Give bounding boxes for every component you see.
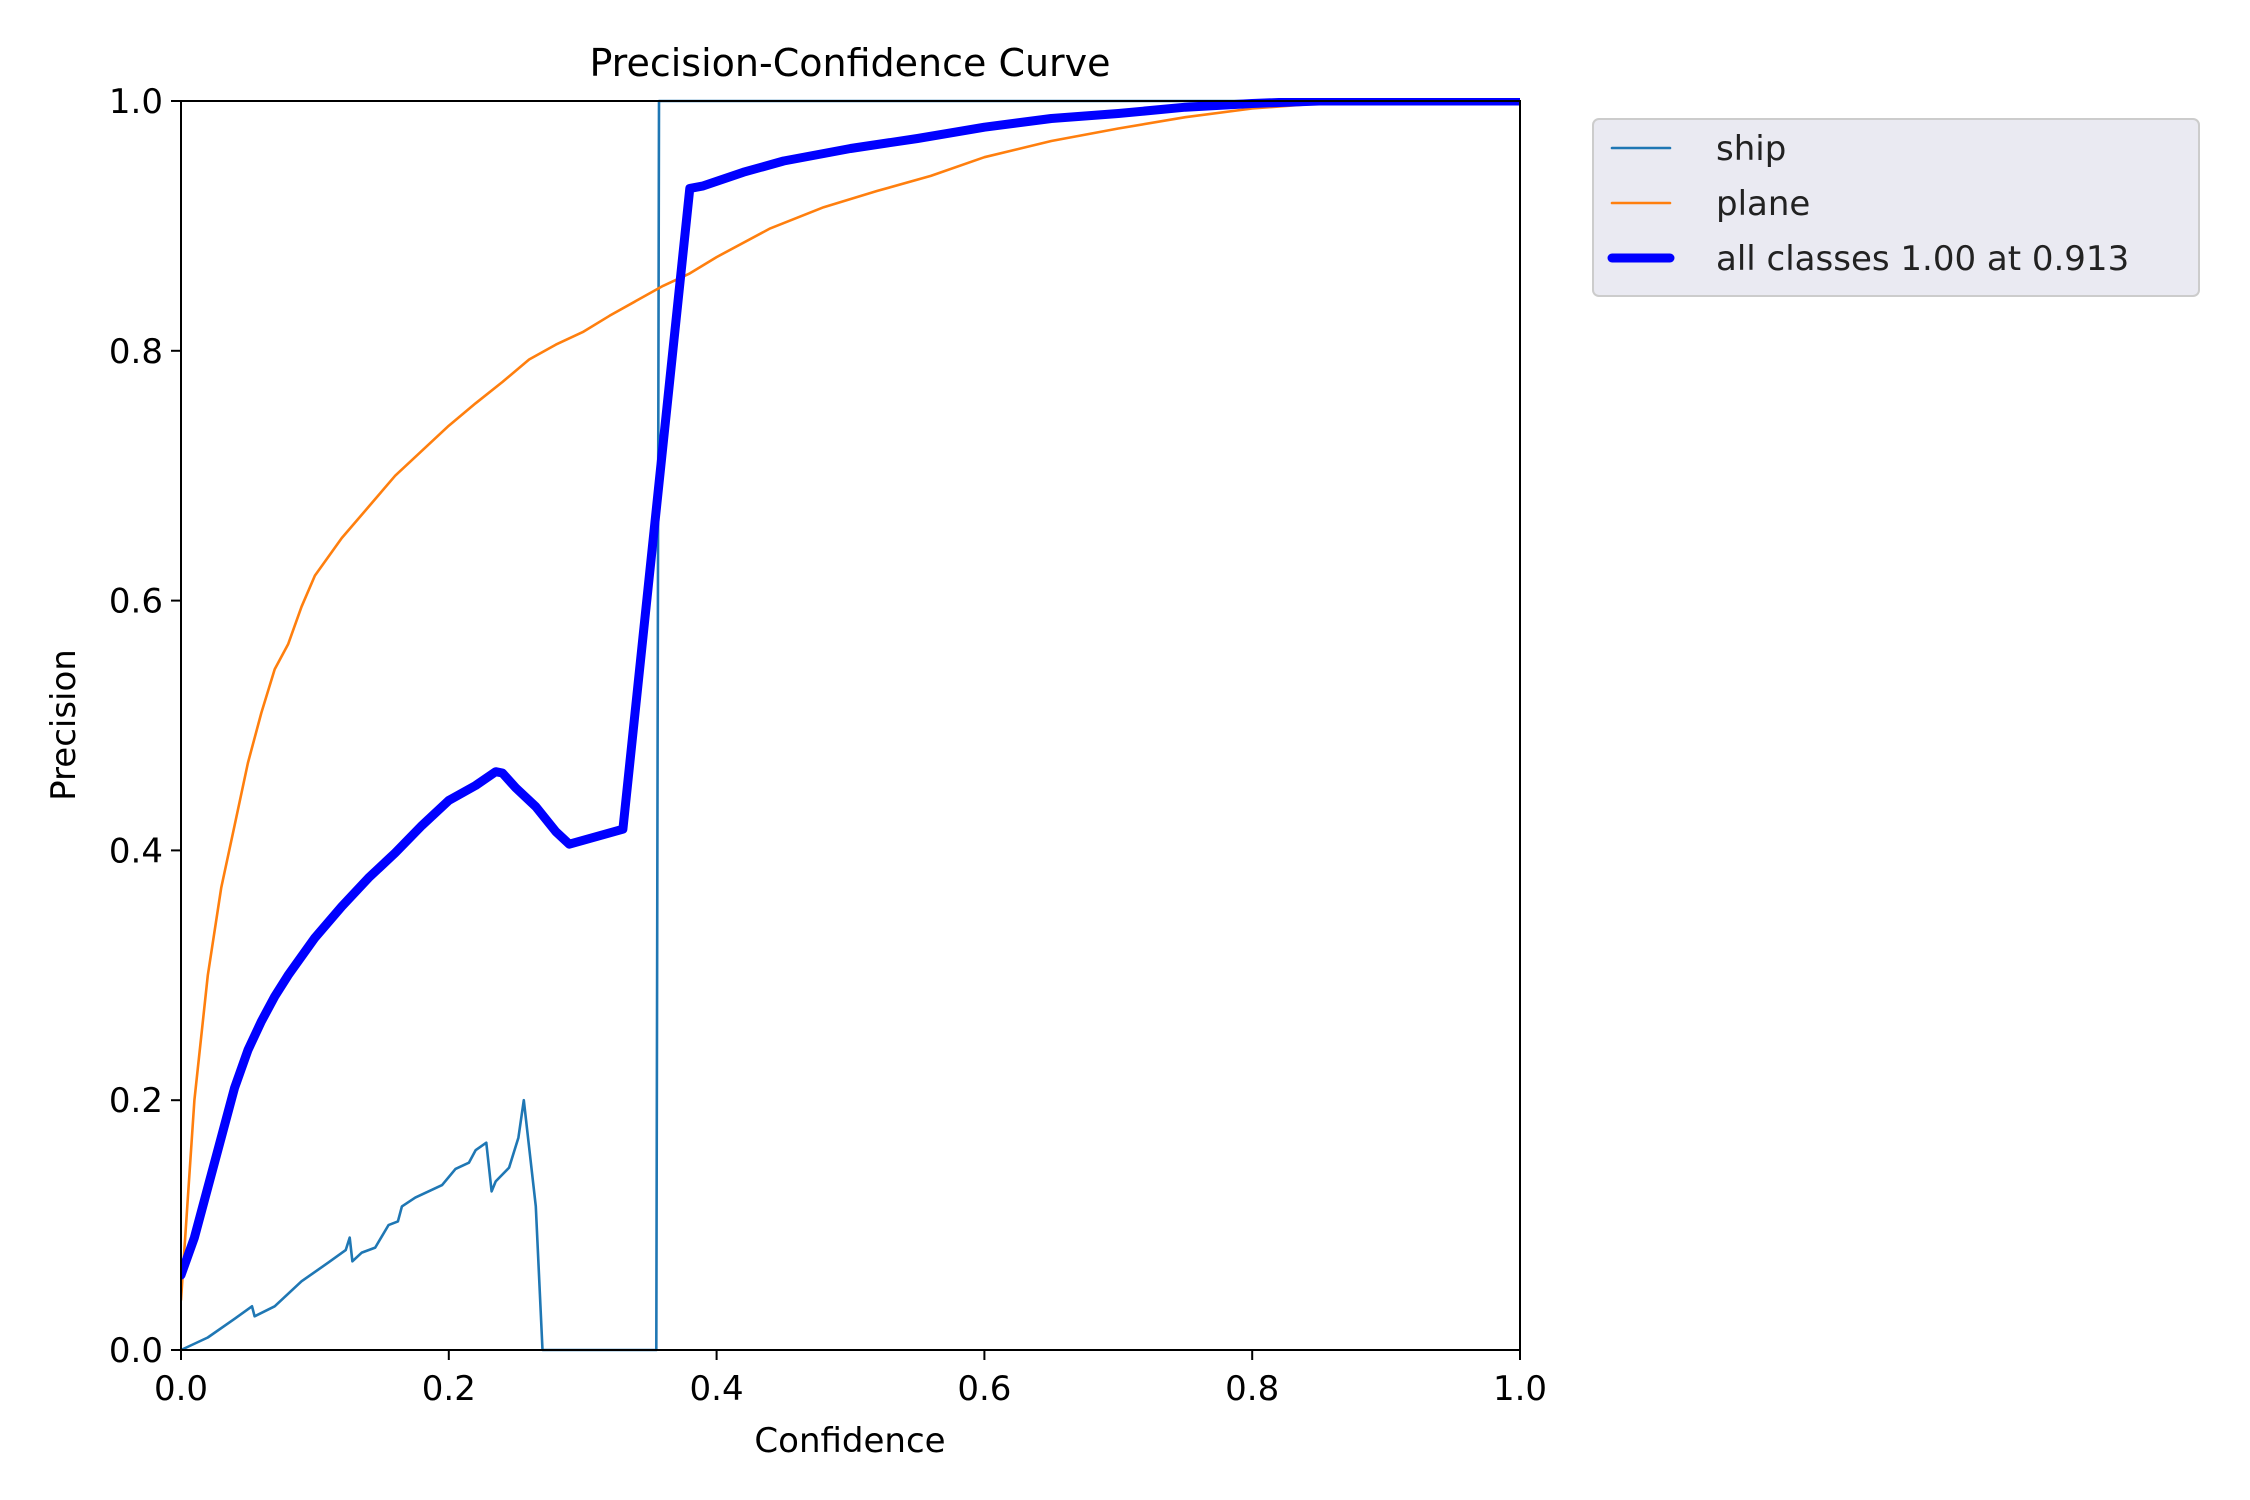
legend-label: ship	[1716, 129, 1786, 169]
series-line-plane	[181, 99, 1520, 1302]
series-layer	[181, 98, 1520, 1352]
chart-title: Precision-Confidence Curve	[589, 41, 1110, 85]
plot-frame	[180, 100, 1521, 1351]
x-tick-label: 0.0	[154, 1369, 208, 1409]
x-axis: 0.0 0.2 0.4 0.6 0.8 1.0	[154, 1350, 1547, 1409]
legend-box	[1592, 118, 2200, 297]
series-line-all	[181, 98, 1520, 1280]
y-axis: 0.0 0.2 0.4 0.6 0.8 1.0	[109, 82, 181, 1371]
legend-label: plane	[1716, 184, 1810, 224]
series-line-ship	[181, 99, 1520, 1352]
y-axis-label: Precision	[44, 649, 84, 801]
x-tick-label: 1.0	[1493, 1369, 1547, 1409]
y-tick-label: 1.0	[109, 82, 163, 122]
x-tick-label: 0.2	[422, 1369, 476, 1409]
x-tick-label: 0.8	[1225, 1369, 1279, 1409]
legend-label: all classes 1.00 at 0.913	[1716, 239, 2129, 279]
y-tick-label: 0.4	[109, 831, 163, 871]
plot-background	[181, 101, 1520, 1350]
y-tick-label: 0.6	[109, 582, 163, 622]
x-tick-label: 0.6	[957, 1369, 1011, 1409]
plot-area	[180, 98, 1521, 1352]
y-tick-label: 0.2	[109, 1081, 163, 1121]
x-tick-label: 0.4	[690, 1369, 744, 1409]
y-tick-label: 0.0	[109, 1331, 163, 1371]
y-tick-label: 0.8	[109, 332, 163, 372]
legend: ship plane all classes 1.00 at 0.913	[1592, 118, 2200, 297]
x-axis-label: Confidence	[754, 1421, 945, 1461]
